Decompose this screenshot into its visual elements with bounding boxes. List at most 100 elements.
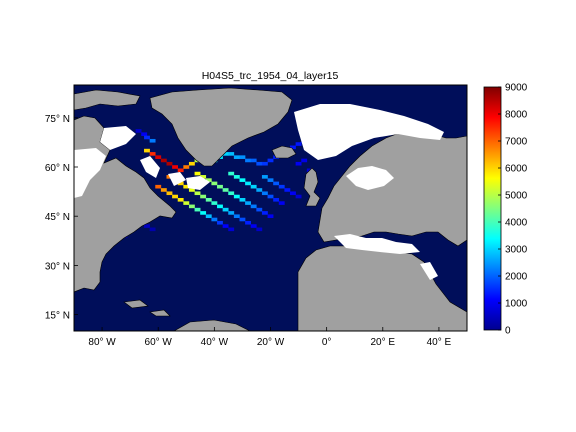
data-cell (239, 155, 246, 159)
data-cell (256, 207, 263, 212)
data-cell (267, 158, 274, 163)
data-cell (290, 191, 296, 196)
map-plot-area (74, 85, 467, 331)
data-cell (155, 184, 162, 189)
data-cell (217, 204, 223, 209)
data-cell (200, 194, 207, 199)
data-cell (250, 158, 257, 163)
data-cell (233, 214, 240, 219)
colorbar-tick-label: 9000 (505, 83, 528, 94)
ice-mask-hudson (74, 148, 106, 198)
data-cell (245, 220, 251, 225)
data-cell (205, 198, 212, 202)
data-cell (166, 161, 173, 166)
data-cell (239, 198, 246, 202)
data-cell (245, 158, 251, 163)
data-cell (228, 152, 235, 156)
arctic-islands-land (74, 89, 141, 111)
data-cell (200, 175, 207, 179)
data-cell (233, 175, 240, 179)
data-cell (267, 178, 274, 182)
south-america-land (173, 319, 251, 331)
ice-mask-mediterranean (334, 234, 420, 254)
x-tick-label: 20° W (257, 337, 285, 348)
y-tick-label: 15° N (45, 311, 70, 322)
colorbar-tick-label: 3000 (505, 245, 528, 256)
y-tick-label: 60° N (45, 163, 70, 174)
data-cell (261, 161, 268, 166)
data-cell (239, 217, 246, 222)
data-cell (188, 204, 195, 209)
colorbar (483, 86, 502, 331)
data-cell (228, 211, 235, 215)
ice-mask-saharan (420, 262, 438, 280)
y-tick-label: 75° N (45, 114, 70, 125)
data-cell (301, 158, 308, 163)
data-cell (256, 227, 263, 232)
data-cell (183, 184, 190, 189)
data-cell (295, 194, 302, 199)
ice-mask-baltic (346, 166, 394, 190)
data-cell (155, 155, 162, 159)
data-cell (250, 224, 257, 228)
data-cell (194, 207, 201, 212)
data-cell (211, 181, 218, 186)
data-cell (217, 220, 223, 225)
data-cell (177, 168, 184, 173)
data-cell (222, 188, 229, 192)
data-cell (160, 188, 167, 192)
colorbar-tick-label: 8000 (505, 110, 528, 121)
data-cell (188, 188, 195, 192)
data-cell (160, 158, 167, 163)
chart-title: H04S5_trc_1954_04_layer15 (202, 70, 339, 82)
data-cell (166, 191, 173, 196)
data-cell (149, 227, 156, 232)
data-cell (222, 207, 229, 212)
data-cell (177, 181, 184, 186)
colorbar-tick-label: 5000 (505, 191, 528, 202)
x-tick-label: 80° W (88, 337, 116, 348)
colorbar-tick-label: 7000 (505, 137, 528, 148)
data-cell (183, 201, 190, 205)
data-cell (149, 152, 156, 156)
data-cell (177, 198, 184, 202)
data-cell (245, 201, 251, 205)
data-cell (205, 178, 212, 182)
data-cell (250, 184, 257, 189)
data-cell (194, 191, 201, 196)
data-cell (228, 227, 235, 232)
data-cell (135, 129, 142, 133)
x-tick-label: 40° W (201, 337, 229, 348)
data-cell (233, 155, 240, 159)
data-cell (245, 181, 251, 186)
data-cell (261, 191, 268, 196)
x-tick-label: 0° (322, 337, 332, 348)
data-cell (222, 224, 229, 228)
data-cell (217, 184, 223, 189)
ice-mask (74, 104, 444, 280)
data-cell (205, 214, 212, 219)
y-axis-ticks: 75° N 60° N 45° N 30° N 15° N (45, 114, 78, 322)
ice-mask-nordic (294, 104, 444, 160)
greenland-land (149, 87, 293, 167)
data-cell (267, 194, 274, 199)
data-cell (273, 181, 280, 186)
data-cell (267, 214, 274, 219)
caribbean-land (123, 299, 171, 317)
data-cell (149, 138, 156, 143)
data-cell (188, 161, 195, 166)
data-cell (261, 211, 268, 215)
data-cell (194, 171, 201, 176)
colorbar-tick-label: 4000 (505, 218, 528, 229)
data-cell (222, 152, 229, 156)
data-cell (211, 217, 218, 222)
british-isles-land (303, 167, 321, 207)
data-cell (295, 161, 302, 166)
ice-mask-labrador (140, 156, 210, 190)
data-cell (250, 204, 257, 209)
data-cell (261, 175, 268, 179)
data-cell (278, 201, 285, 205)
x-tick-label: 60° W (145, 337, 173, 348)
iceland-land (271, 145, 297, 159)
